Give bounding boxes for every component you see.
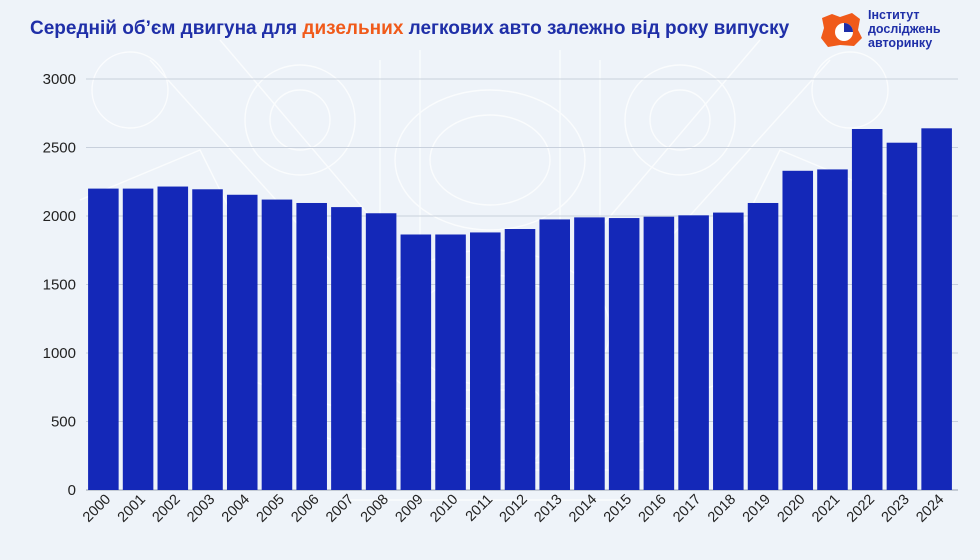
x-tick-label: 2003 xyxy=(184,492,218,526)
bar xyxy=(504,229,536,490)
bar xyxy=(400,234,432,490)
institute-logo: Інститут досліджень авторинку xyxy=(818,8,968,52)
y-tick-label: 1500 xyxy=(43,277,76,294)
x-tick-label: 2017 xyxy=(670,492,704,526)
bar xyxy=(122,188,154,490)
x-tick-label: 2012 xyxy=(497,492,531,526)
y-tick-label: 0 xyxy=(68,482,76,499)
x-tick-label: 2015 xyxy=(601,492,635,526)
bar xyxy=(88,188,119,490)
x-tick-label: 2006 xyxy=(288,492,322,526)
y-tick-label: 2000 xyxy=(43,208,76,225)
bar xyxy=(157,186,189,491)
x-tick-label: 2007 xyxy=(323,492,357,526)
x-tick-label: 2021 xyxy=(809,492,843,526)
bar xyxy=(296,202,327,491)
bar xyxy=(608,218,640,490)
logo-text: Інститут досліджень авторинку xyxy=(868,8,941,50)
bar xyxy=(226,194,258,490)
bar xyxy=(365,213,397,490)
bar xyxy=(782,170,814,491)
x-tick-label: 2014 xyxy=(566,492,600,526)
x-tick-label: 2011 xyxy=(463,492,496,525)
bar xyxy=(678,215,709,490)
bar xyxy=(331,207,362,490)
map-chart-icon xyxy=(821,13,862,47)
bar xyxy=(713,212,744,490)
x-tick-label: 2005 xyxy=(254,492,288,526)
x-tick-label: 2023 xyxy=(879,492,913,526)
bar xyxy=(574,217,605,490)
x-tick-label: 2016 xyxy=(636,492,670,526)
x-tick-label: 2004 xyxy=(219,492,253,526)
bar xyxy=(921,128,952,490)
bar xyxy=(539,219,570,491)
bar xyxy=(851,129,883,490)
y-tick-label: 500 xyxy=(51,414,76,431)
x-tick-label: 2001 xyxy=(115,492,149,526)
x-tick-label: 2024 xyxy=(913,492,947,526)
x-tick-label: 2013 xyxy=(531,492,565,526)
bar xyxy=(643,216,675,490)
y-tick-label: 1000 xyxy=(43,345,76,362)
x-tick-label: 2019 xyxy=(740,492,774,526)
x-tick-label: 2010 xyxy=(427,492,461,526)
y-tick-label: 3000 xyxy=(43,71,76,88)
bar xyxy=(435,234,466,490)
x-tick-label: 2002 xyxy=(149,492,183,526)
x-tick-label: 2008 xyxy=(358,492,392,526)
y-tick-label: 2500 xyxy=(43,140,76,157)
x-tick-label: 2020 xyxy=(774,492,808,526)
bar xyxy=(261,199,293,490)
bar xyxy=(886,142,918,490)
bar xyxy=(192,189,223,490)
chart-title: Середній об’єм двигуна для дизельних лег… xyxy=(30,18,790,39)
bar xyxy=(470,232,501,490)
x-tick-label: 2009 xyxy=(393,492,427,526)
x-tick-label: 2000 xyxy=(80,492,114,526)
bar xyxy=(817,169,848,491)
bar xyxy=(747,202,779,491)
title-highlight: дизельних xyxy=(302,18,404,39)
x-tick-label: 2022 xyxy=(844,492,878,526)
x-tick-label: 2018 xyxy=(705,492,739,526)
